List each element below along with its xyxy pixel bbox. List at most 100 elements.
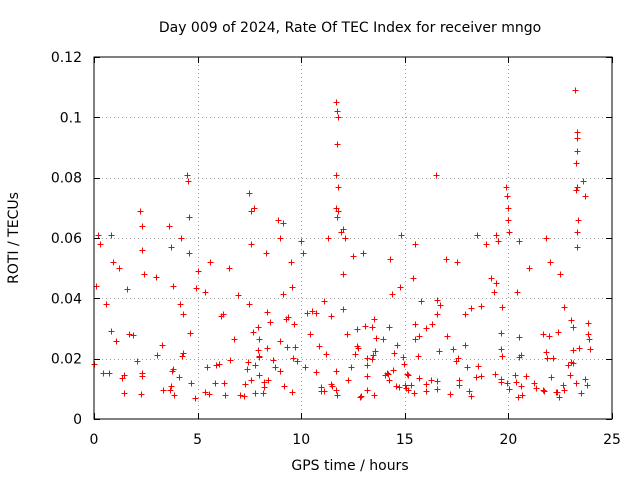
data-point: [256, 353, 263, 360]
x-tick-label: 20: [499, 432, 517, 448]
data-point: [218, 313, 225, 320]
data-point: [204, 364, 211, 371]
data-point: [256, 336, 263, 343]
data-point-spike: [360, 250, 367, 257]
data-point: [560, 382, 567, 389]
data-point-spike: [443, 256, 450, 263]
data-point: [587, 346, 594, 353]
data-point: [221, 380, 228, 387]
data-point-spike: [504, 193, 511, 200]
data-point: [498, 330, 505, 337]
data-point: [206, 391, 213, 398]
data-point-spike: [124, 286, 131, 293]
data-point: [410, 275, 417, 282]
data-point: [354, 343, 361, 350]
data-point: [216, 361, 223, 368]
data-point: [447, 391, 454, 398]
data-point: [462, 342, 469, 349]
data-point: [585, 320, 592, 327]
data-point: [466, 388, 473, 395]
data-point: [475, 363, 482, 370]
data-point-spike: [166, 223, 173, 230]
data-point-spike: [335, 208, 342, 215]
data-points: [91, 87, 594, 402]
data-point: [304, 310, 311, 317]
data-point: [169, 368, 176, 375]
data-point: [138, 391, 145, 398]
data-point: [412, 336, 419, 343]
data-point: [139, 373, 146, 380]
data-point: [416, 333, 423, 340]
data-point: [498, 379, 505, 386]
data-point-spike: [573, 160, 580, 167]
data-point-spike: [387, 256, 394, 263]
data-point-spike: [110, 259, 117, 266]
data-point: [396, 384, 403, 391]
data-point: [468, 393, 475, 400]
data-point-spike: [575, 217, 582, 224]
data-point: [316, 343, 323, 350]
data-point: [411, 390, 418, 397]
data-point: [241, 393, 248, 400]
data-point: [498, 346, 505, 353]
data-point: [423, 388, 430, 395]
data-point: [106, 370, 113, 377]
data-point: [386, 324, 393, 331]
data-point: [285, 314, 292, 321]
data-point: [405, 372, 412, 379]
data-point: [418, 298, 425, 305]
data-point-spike: [506, 229, 513, 236]
data-point: [573, 380, 580, 387]
data-point: [492, 371, 499, 378]
data-point-spike: [185, 178, 192, 185]
y-tick-label: 0.04: [51, 291, 82, 307]
data-point: [429, 321, 436, 328]
data-point-spike: [97, 241, 104, 248]
x-tick-label: 5: [193, 432, 202, 448]
data-point: [568, 317, 575, 324]
data-point: [170, 283, 177, 290]
data-point: [231, 336, 238, 343]
data-point-spike: [178, 235, 185, 242]
data-point: [309, 308, 316, 315]
data-point: [213, 362, 220, 369]
data-point-spike: [139, 223, 146, 230]
x-tick-label: 15: [396, 432, 414, 448]
data-point: [504, 380, 511, 387]
data-point-spike: [574, 129, 581, 136]
data-point-spike: [153, 274, 160, 281]
data-point-spike: [300, 250, 307, 257]
data-point: [468, 305, 475, 312]
data-point: [512, 372, 519, 379]
data-point: [364, 387, 371, 394]
data-point-spike: [505, 217, 512, 224]
data-point: [212, 380, 219, 387]
data-point: [371, 392, 378, 399]
data-point: [540, 331, 547, 338]
data-point: [354, 326, 361, 333]
data-point: [345, 377, 352, 384]
data-point: [584, 382, 591, 389]
data-point: [264, 345, 271, 352]
data-point: [462, 311, 469, 318]
data-point: [570, 347, 577, 354]
data-point: [515, 394, 522, 401]
data-point-spike: [342, 235, 349, 242]
data-point-spike: [248, 241, 255, 248]
data-point: [100, 370, 107, 377]
data-point: [237, 392, 244, 399]
data-point: [499, 304, 506, 311]
data-point-spike: [574, 148, 581, 155]
data-point: [180, 350, 187, 357]
data-point: [364, 362, 371, 369]
data-point-spike: [526, 265, 533, 272]
data-point: [412, 321, 419, 328]
data-point: [523, 373, 530, 380]
data-point: [121, 390, 128, 397]
data-point-spike: [246, 190, 253, 197]
chart-title: Day 009 of 2024, Rate Of TEC Index for r…: [159, 20, 541, 36]
data-point: [585, 331, 592, 338]
data-point: [358, 393, 365, 400]
data-point: [188, 380, 195, 387]
